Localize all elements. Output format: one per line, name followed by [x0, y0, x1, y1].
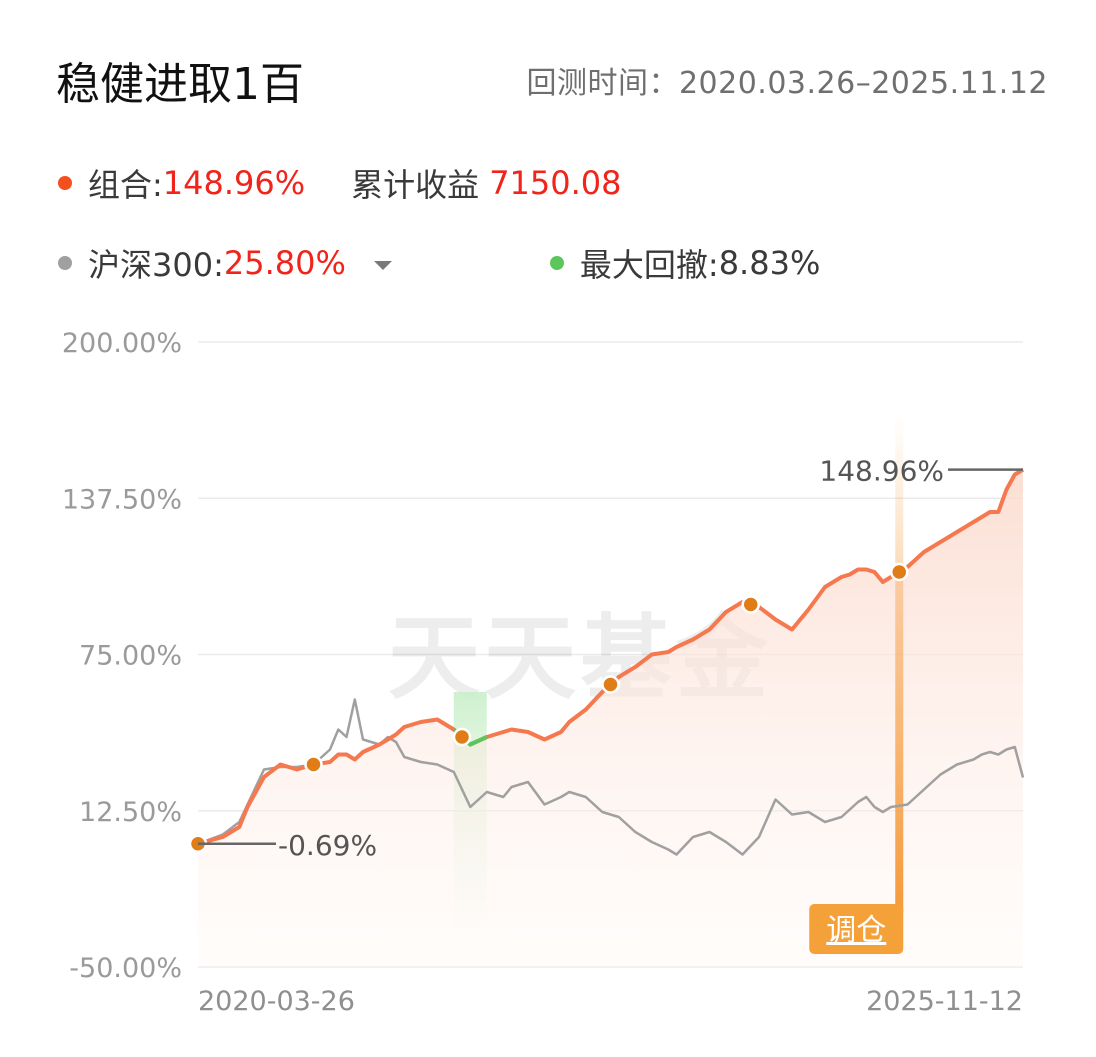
trade-marker [741, 595, 760, 614]
portfolio-value: 148.96% [162, 164, 306, 202]
portfolio-dot-icon [58, 176, 72, 190]
y-tick-label: 75.00% [79, 641, 182, 672]
drawdown-dot-icon [549, 256, 564, 270]
y-tick-label: 137.50% [62, 484, 182, 515]
annotations: -0.69% 148.96% [198, 455, 1023, 862]
y-tick-label: -50.00% [69, 953, 182, 984]
benchmark-label: 沪深300: [88, 246, 224, 284]
portfolio-title: 稳健进取1百 [56, 59, 304, 110]
cumulative-value: 7150.08 [489, 164, 622, 202]
trade-marker [452, 727, 472, 747]
portfolio-label: 组合: [88, 166, 163, 204]
trade-marker [890, 562, 909, 582]
trade-marker [601, 675, 620, 694]
cumulative-label: 累计收益 [351, 166, 480, 204]
y-tick-label: 12.50% [79, 797, 182, 828]
rebalance-badge[interactable]: 调仓 [809, 904, 904, 954]
benchmark-selector[interactable]: 沪深300: 25.80% [88, 240, 392, 286]
portfolio-area [198, 469, 1023, 967]
rebalance-line [895, 417, 904, 912]
rebalance-badge-label[interactable]: 调仓 [826, 913, 886, 948]
legend-benchmark-row: 沪深300: 25.80% 最大回撤: 8.83% [58, 240, 820, 286]
x-tick-label: 2025-11-12 [866, 986, 1023, 1017]
x-axis: 2020-03-26 2025-11-12 [198, 986, 1023, 1017]
y-tick-label: 200.00% [62, 328, 182, 359]
x-tick-label: 2020-03-26 [198, 986, 355, 1017]
legend-portfolio: 组合: 148.96% 累计收益 7150.08 [58, 160, 622, 206]
drawdown-value: 8.83% [718, 244, 821, 282]
backtest-range-label: 回测时间： [526, 66, 679, 101]
trade-marker [304, 755, 323, 774]
end-annotation-label: 148.96% [819, 455, 944, 488]
portfolio-area-fill [198, 469, 1023, 967]
drawdown-label: 最大回撤: [579, 246, 719, 284]
backtest-range: 回测时间：2020.03.26–2025.11.12 [526, 58, 1048, 102]
performance-chart[interactable]: 200.00%137.50%75.00%12.50%-50.00% 天天基金 -… [0, 300, 1096, 1057]
rebalance-marker-line [895, 417, 904, 912]
benchmark-dot-icon [58, 256, 72, 270]
backtest-range-value: 2020.03.26–2025.11.12 [678, 66, 1048, 101]
dropdown-caret-icon[interactable] [373, 260, 392, 270]
rebalance-badge-bg [809, 904, 904, 954]
series-line-benchmark [197, 698, 1025, 856]
start-annotation-label: -0.69% [278, 829, 377, 862]
benchmark-value: 25.80% [223, 244, 346, 282]
